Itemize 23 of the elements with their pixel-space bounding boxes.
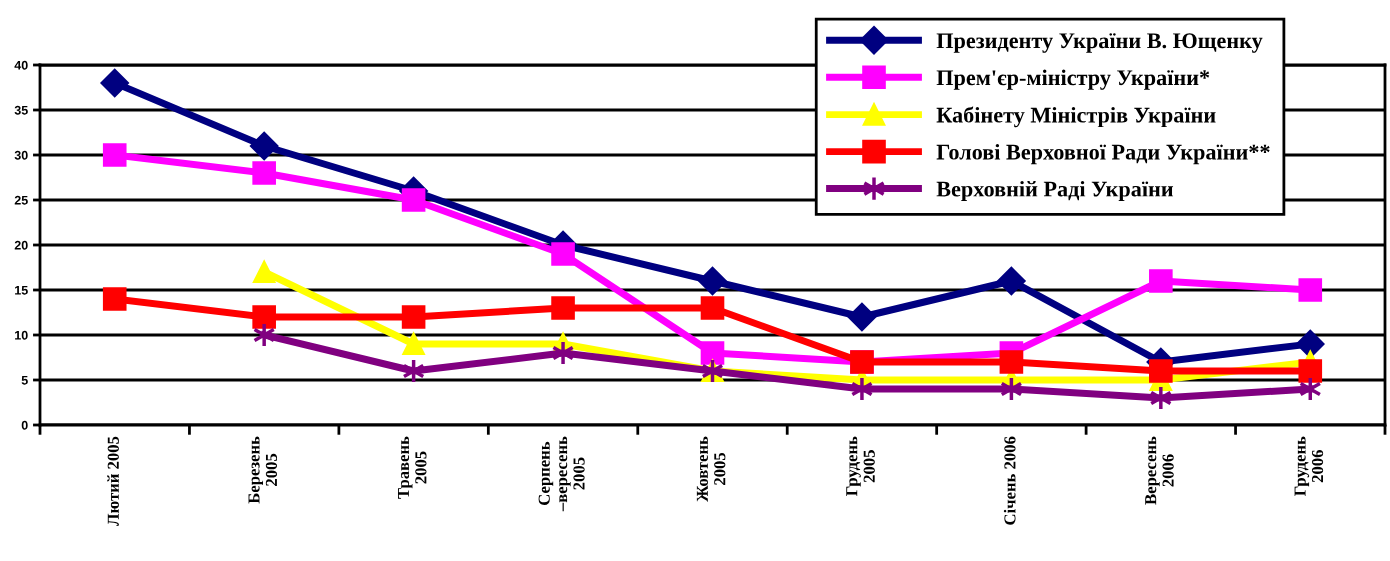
y-tick-label: 20 (14, 240, 28, 250)
x-tick-label: Серпень –вересень 2005 (538, 436, 585, 512)
x-tick-label: Лютий 2005 (107, 436, 119, 526)
y-tick-label: 25 (14, 195, 28, 205)
x-tick-label: Вересень 2006 (1145, 436, 1174, 505)
legend-label: Прем'єр-міністру України* (936, 69, 1210, 90)
x-tick-label: Жовтень 2005 (696, 436, 726, 502)
x-tick-label: Травень 2005 (397, 436, 427, 499)
y-tick-label: 30 (14, 150, 28, 160)
y-tick-label: 40 (14, 60, 28, 70)
legend-label: Кабінету Міністрів України (936, 106, 1216, 128)
x-tick-label: Грудень 2006 (1294, 436, 1324, 496)
y-tick-label: 35 (14, 105, 28, 115)
x-tick-label: Березень 2005 (248, 436, 278, 504)
x-tick-label: Грудень 2005 (846, 436, 875, 496)
y-tick-label: 10 (15, 330, 28, 340)
legend-label: Голові Верховної Ради України** (936, 143, 1270, 165)
legend-label: Президенту України В. Ющенку (936, 33, 1263, 53)
y-tick-label: 5 (21, 375, 28, 385)
x-tick-label: Січень 2006 (1003, 436, 1016, 525)
y-tick-label: 0 (21, 420, 28, 430)
y-tick-label: 15 (15, 285, 28, 295)
legend-label: Верховній Раді України (936, 180, 1174, 202)
